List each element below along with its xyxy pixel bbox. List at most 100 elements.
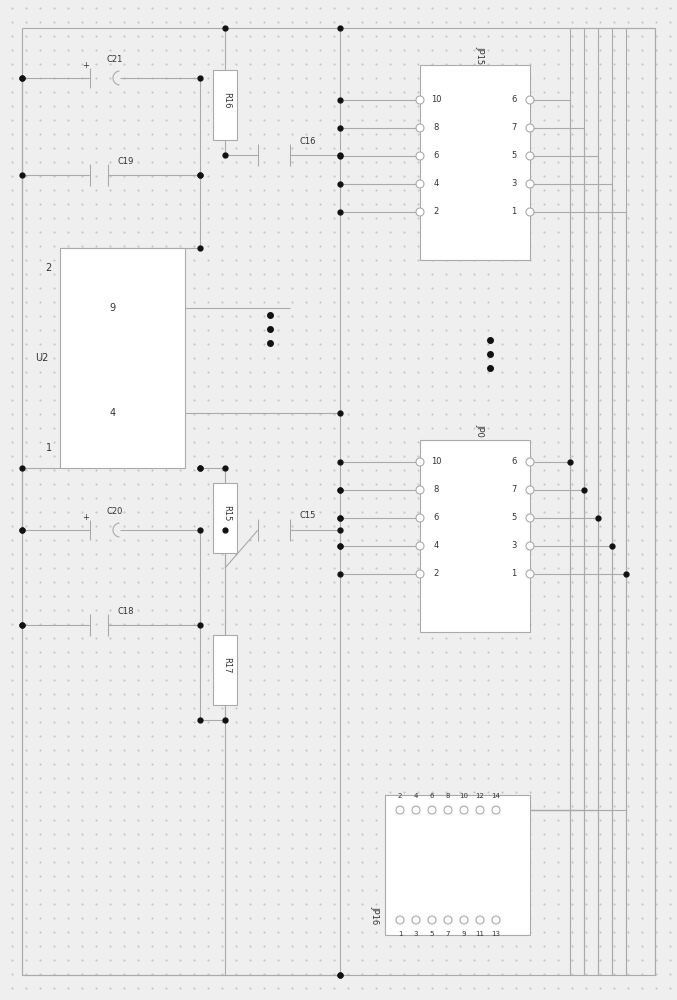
Point [510, 686, 521, 702]
Point [328, 784, 339, 800]
Point [328, 98, 339, 114]
Point [231, 616, 242, 632]
Point [77, 112, 87, 128]
Point [217, 574, 227, 590]
Point [147, 532, 158, 548]
Point [175, 742, 185, 758]
Point [202, 616, 213, 632]
Point [217, 280, 227, 296]
Point [328, 952, 339, 968]
Point [399, 630, 410, 646]
Point [385, 672, 395, 688]
Point [231, 686, 242, 702]
Point [609, 308, 619, 324]
Point [315, 966, 326, 982]
Point [147, 826, 158, 842]
Point [385, 56, 395, 72]
Point [454, 154, 465, 170]
Point [160, 420, 171, 436]
Point [273, 336, 284, 352]
Point [217, 336, 227, 352]
Point [20, 644, 31, 660]
Point [62, 42, 73, 58]
Point [636, 588, 647, 604]
Point [160, 672, 171, 688]
Point [357, 784, 368, 800]
Point [77, 952, 87, 968]
Point [343, 406, 353, 422]
Point [427, 966, 437, 982]
Point [259, 574, 269, 590]
Point [77, 252, 87, 268]
Point [651, 798, 661, 814]
Point [231, 700, 242, 716]
Point [62, 154, 73, 170]
Point [483, 616, 494, 632]
Point [20, 252, 31, 268]
Point [175, 168, 185, 184]
Point [133, 224, 144, 240]
Point [399, 924, 410, 940]
Point [91, 350, 102, 366]
Point [343, 602, 353, 618]
Point [7, 252, 18, 268]
Point [7, 560, 18, 576]
Point [35, 294, 45, 310]
Point [343, 126, 353, 142]
Point [20, 952, 31, 968]
Point [286, 896, 297, 912]
Point [133, 476, 144, 492]
Point [244, 616, 255, 632]
Point [552, 28, 563, 44]
Point [231, 644, 242, 660]
Point [370, 84, 381, 100]
Point [385, 924, 395, 940]
Point [104, 826, 115, 842]
Point [497, 896, 508, 912]
Point [62, 756, 73, 772]
Point [7, 406, 18, 422]
Point [217, 700, 227, 716]
Point [468, 532, 479, 548]
Point [483, 196, 494, 212]
Point [665, 0, 676, 16]
Point [636, 574, 647, 590]
Point [175, 98, 185, 114]
Point [259, 742, 269, 758]
Point [328, 728, 339, 744]
Point [567, 658, 577, 674]
Point [133, 672, 144, 688]
Point [118, 140, 129, 156]
Point [567, 588, 577, 604]
Point [35, 518, 45, 534]
Point [259, 42, 269, 58]
Point [665, 574, 676, 590]
Point [49, 392, 60, 408]
Point [217, 868, 227, 884]
Point [244, 182, 255, 198]
Point [581, 126, 592, 142]
Point [609, 588, 619, 604]
Point [231, 98, 242, 114]
Point [133, 826, 144, 842]
Point [651, 882, 661, 898]
Point [497, 476, 508, 492]
Point [273, 700, 284, 716]
Point [483, 910, 494, 926]
Point [412, 84, 423, 100]
Point [454, 700, 465, 716]
Point [343, 728, 353, 744]
Point [133, 952, 144, 968]
Point [104, 644, 115, 660]
Point [147, 588, 158, 604]
Point [651, 336, 661, 352]
Point [49, 266, 60, 282]
Point [609, 728, 619, 744]
Point [468, 182, 479, 198]
Point [399, 518, 410, 534]
Point [370, 490, 381, 506]
Point [160, 182, 171, 198]
Point [259, 28, 269, 44]
Point [273, 98, 284, 114]
Point [483, 546, 494, 562]
